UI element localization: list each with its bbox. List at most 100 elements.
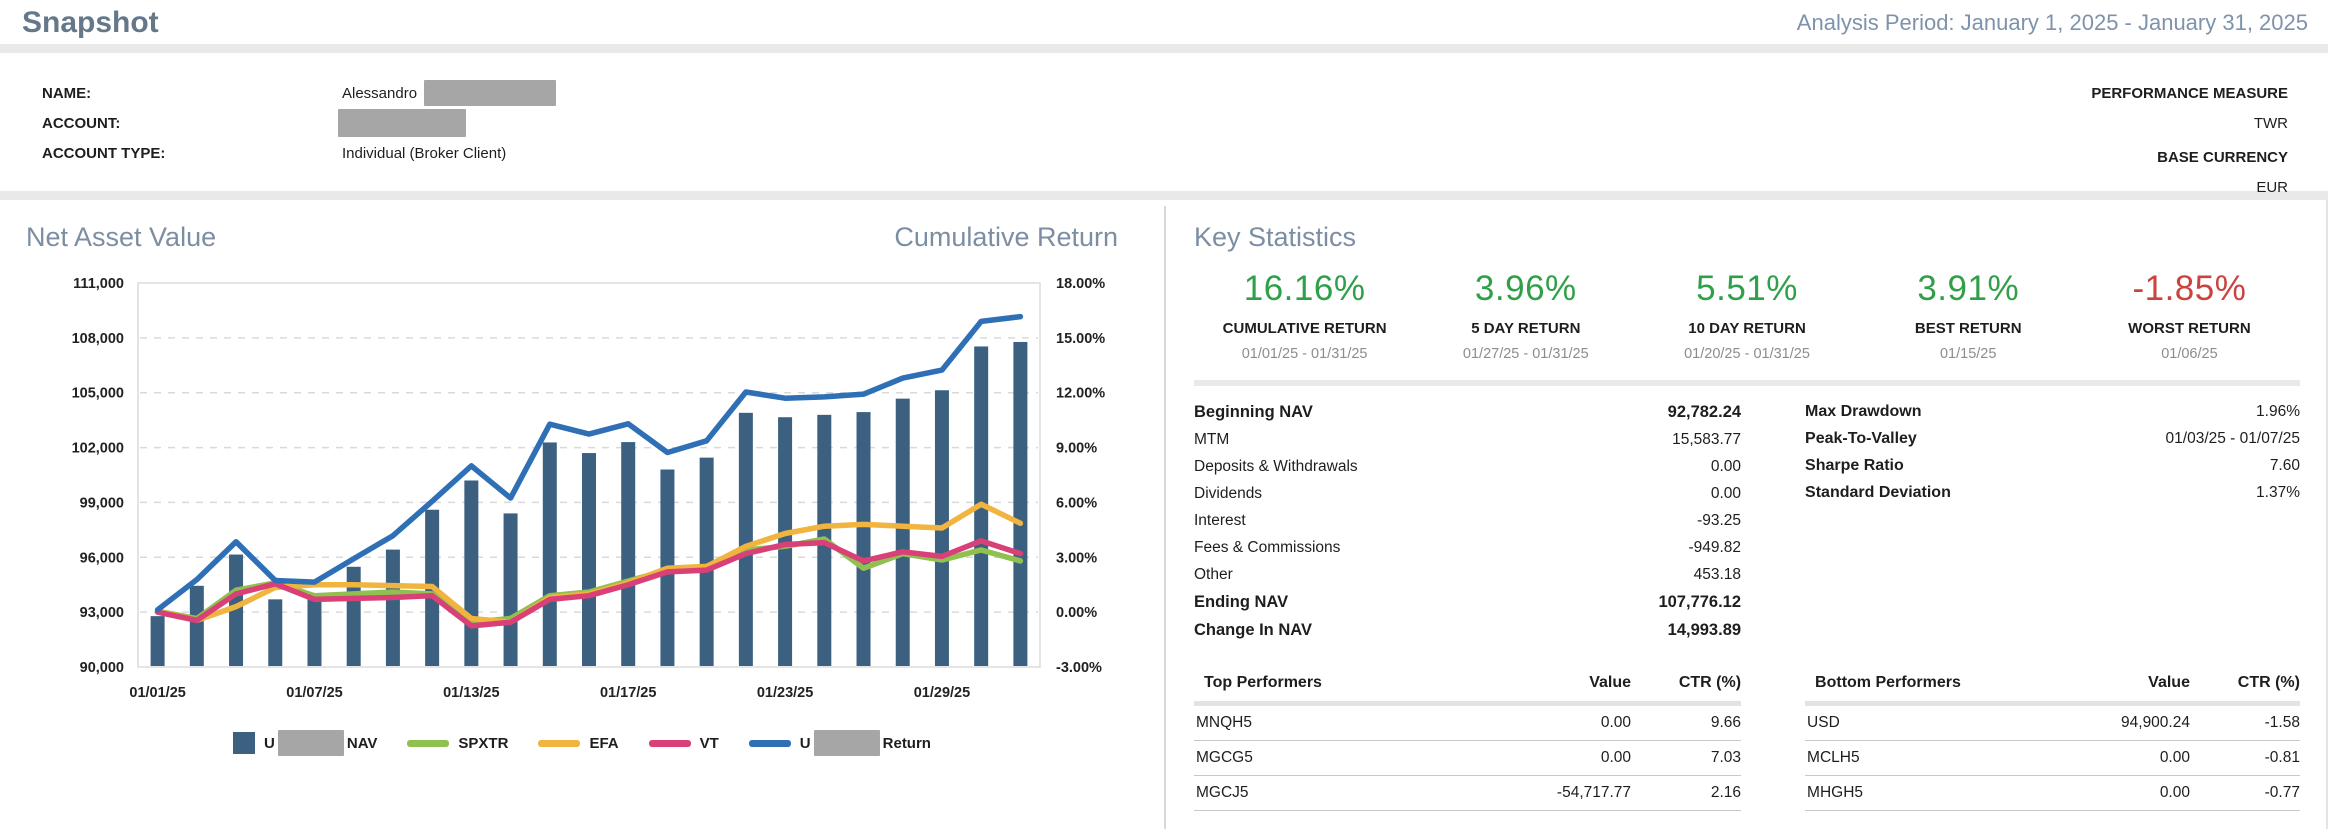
table-row: USD 94,900.24 -1.58 [1805, 706, 2300, 741]
table-row: Beginning NAV 92,782.24 [1194, 402, 1742, 421]
legend-label-nav: U NAV [264, 730, 377, 756]
stat-value: 5.51% [1696, 269, 1798, 308]
x-axis-tick: 01/23/25 [757, 685, 813, 701]
legend-item-spxtr: SPXTR [407, 735, 508, 752]
stat-date-range: 01/15/25 [1939, 346, 1997, 362]
report-header: Snapshot Analysis Period: January 1, 202… [0, 0, 2328, 44]
stat-date-range: 01/20/25 - 01/31/25 [1684, 346, 1810, 362]
right-axis-tick: 18.00% [1056, 276, 1105, 292]
nav-bar [699, 457, 714, 666]
nav-bar [503, 513, 518, 666]
right-axis-tick: -3.00% [1056, 660, 1102, 676]
bottom-performers-title: Bottom Performers [1815, 674, 1961, 691]
stat-card-worst-return: -1.85% WORST RETURN 01/06/25 [2079, 269, 2300, 362]
nav-bar [464, 480, 479, 666]
account-name-row: NAME: Alessandro [42, 79, 557, 109]
divider [1805, 701, 2300, 706]
legend-item-vt: VT [648, 734, 719, 752]
table-row: Deposits & Withdrawals 0.00 [1194, 457, 1742, 475]
line-series-3 [154, 313, 1024, 613]
ctr-column-header: CTR (%) [2237, 674, 2300, 691]
efa-line-swatch [538, 739, 581, 747]
nav-summary-section: Beginning NAV 92,782.24 MTM 15,583.77 Depo… [1194, 398, 2300, 644]
left-axis-tick: 105,000 [72, 386, 124, 402]
redacted-account-number [277, 730, 344, 756]
redacted-name [424, 79, 557, 106]
table-row: Standard Deviation 1.37% [1805, 483, 2300, 501]
stat-label: 5 DAY RETURN [1471, 320, 1581, 337]
right-axis-tick: 0.00% [1056, 605, 1097, 621]
base-currency-label: BASE CURRENCY [2157, 149, 2288, 166]
nav-bar [542, 442, 557, 666]
line-series-2 [154, 538, 1024, 629]
divider [0, 44, 2328, 53]
bottom-performers-table: Bottom Performers Value CTR (%) USD 94,9… [1805, 668, 2300, 811]
name-label: NAME: [42, 85, 92, 102]
left-axis-tick: 93,000 [80, 605, 124, 621]
account-type-value: Individual (Broker Client) [342, 145, 507, 162]
divider [1194, 380, 2300, 386]
table-row: MHGH5 0.00 -0.77 [1805, 776, 2300, 811]
right-axis-tick: 15.00% [1056, 331, 1105, 347]
legend-label-return: U Return [800, 730, 931, 756]
redacted-account-number [813, 730, 880, 756]
x-axis-tick: 01/17/25 [600, 685, 656, 701]
plot-border [137, 282, 1041, 668]
nav-bar [385, 549, 400, 666]
account-info-right: PERFORMANCE MEASURE TWR BASE CURRENCY EU… [2091, 79, 2288, 196]
table-row: Interest -93.25 [1194, 511, 1742, 529]
nav-bar [738, 412, 753, 666]
table-row: Fees & Commissions -949.82 [1194, 538, 1742, 556]
nav-bar [621, 442, 636, 666]
table-row: Change In NAV 14,993.89 [1194, 620, 1742, 639]
nav-chart-panel: Net Asset Value Cumulative Return 111,00… [0, 200, 1164, 829]
stat-value: -1.85% [2132, 269, 2247, 308]
table-row: Peak-To-Valley 01/03/25 - 01/07/25 [1805, 429, 2300, 447]
page-title: Snapshot [22, 6, 159, 39]
nav-bar [856, 412, 871, 666]
risk-metrics-table: Max Drawdown 1.96% Peak-To-Valley 01/03/25… [1805, 398, 2300, 506]
table-row: Dividends 0.00 [1194, 484, 1742, 502]
stat-value: 16.16% [1243, 269, 1366, 308]
stat-date-range: 01/01/25 - 01/31/25 [1241, 346, 1368, 362]
nav-bar [268, 599, 283, 666]
legend-item-nav: U NAV [233, 730, 377, 756]
account-value [338, 109, 466, 139]
legend-label-efa: EFA [589, 734, 619, 752]
name-value: Alessandro [342, 79, 557, 109]
x-axis-tick: 01/13/25 [443, 685, 499, 701]
table-row: Max Drawdown 1.96% [1805, 402, 2300, 420]
return-stat-cards: 16.16% CUMULATIVE RETURN 01/01/25 - 01/3… [1194, 269, 2300, 362]
performance-measure-label: PERFORMANCE MEASURE [2091, 85, 2288, 102]
value-column-header: Value [1589, 674, 1632, 691]
legend-label-spxtr: SPXTR [458, 734, 509, 752]
nav-summary-table: Beginning NAV 92,782.24 MTM 15,583.77 Depo… [1194, 398, 1741, 644]
right-axis-tick: 9.00% [1056, 441, 1097, 457]
nav-bar [778, 417, 793, 666]
performance-measure-value: TWR [2253, 115, 2288, 132]
top-performers-table: Top Performers Value CTR (%) MNQH5 0.00 … [1194, 668, 1742, 811]
legend-label-vt: VT [699, 734, 719, 752]
account-info-section: NAME: Alessandro ACCOUNT: ACCOUNT TYPE: … [0, 53, 2328, 196]
stat-label: 10 DAY RETURN [1688, 320, 1806, 337]
nav-bar [189, 585, 204, 666]
panel-divider [1164, 206, 1166, 829]
right-axis-tick: 6.00% [1056, 495, 1097, 511]
x-axis-tick: 01/01/25 [129, 685, 185, 701]
right-axis-tick: 3.00% [1056, 550, 1097, 566]
left-axis-tick: 99,000 [80, 495, 124, 511]
nav-bar-swatch [233, 732, 256, 754]
nav-bar [1013, 341, 1028, 666]
stat-date-range: 01/06/25 [2161, 346, 2218, 362]
nav-cumulative-return-chart: 111,000 108,000 105,000 102,000 99,000 96,000… [10, 267, 1164, 718]
nav-bar [346, 566, 361, 666]
nav-axis-title: Net Asset Value [26, 222, 217, 252]
table-row: MGCJ5 -54,717.77 2.16 [1194, 776, 1742, 811]
left-axis-tick: 102,000 [72, 441, 124, 457]
table-row: Sharpe Ratio 7.60 [1805, 456, 2300, 474]
x-axis-tick: 01/29/25 [914, 685, 970, 701]
nav-bar [582, 453, 596, 666]
stat-value: 3.96% [1474, 269, 1577, 308]
left-axis-tick: 96,000 [80, 550, 124, 566]
